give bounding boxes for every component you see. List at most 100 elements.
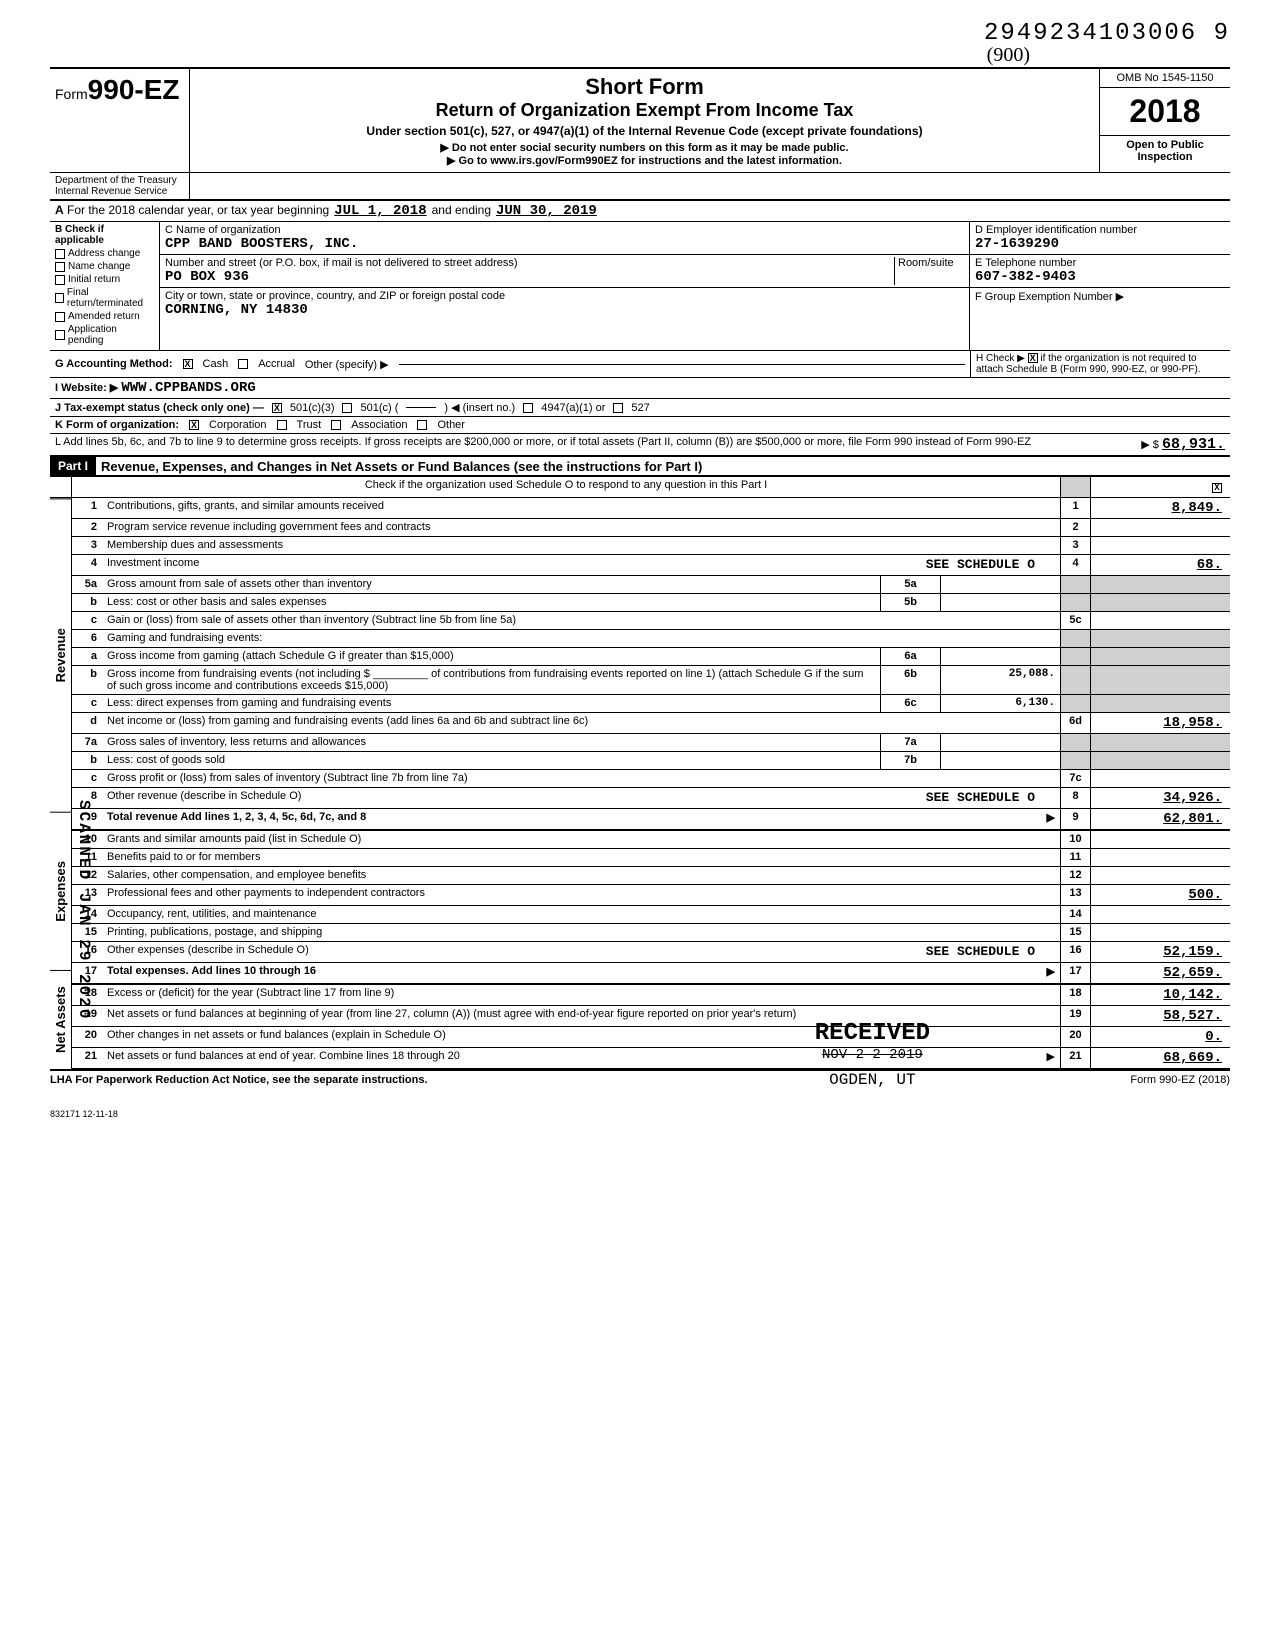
line-description: Total revenue Add lines 1, 2, 3, 4, 5c, … xyxy=(102,809,1060,829)
form-line-6: 6Gaming and fundraising events: xyxy=(72,630,1230,648)
line-value: 68. xyxy=(1090,555,1230,575)
form-line-d: dNet income or (loss) from gaming and fu… xyxy=(72,713,1230,734)
form-container: 2949234103006 9 (900) Form990-EZ Short F… xyxy=(50,20,1230,1119)
line-description: Grants and similar amounts paid (list in… xyxy=(102,831,1060,848)
tax-year-begin: JUL 1, 2018 xyxy=(329,203,431,219)
checkbox-accrual[interactable] xyxy=(238,359,248,369)
form-line-18: 18Excess or (deficit) for the year (Subt… xyxy=(72,985,1230,1006)
column-number: 7c xyxy=(1060,770,1090,787)
checkbox-pending[interactable] xyxy=(55,330,65,340)
column-number: 11 xyxy=(1060,849,1090,866)
form-header: Form990-EZ Short Form Return of Organiza… xyxy=(50,67,1230,173)
column-number: 16 xyxy=(1060,942,1090,962)
checkbox-schedule-o[interactable] xyxy=(1212,483,1222,493)
line-description: Benefits paid to or for members xyxy=(102,849,1060,866)
line-a-prefix: A xyxy=(55,203,64,219)
line-value: 62,801. xyxy=(1090,809,1230,829)
line-value-shaded xyxy=(1090,576,1230,593)
gross-receipts: 68,931. xyxy=(1162,436,1225,453)
checkbox-cash[interactable] xyxy=(183,359,193,369)
checkbox-name-change[interactable] xyxy=(55,262,65,272)
column-de: D Employer identification number 27-1639… xyxy=(970,222,1230,350)
sub-column-value xyxy=(940,648,1060,665)
line-h-text: H Check ▶ xyxy=(976,353,1025,364)
line-description: Gross amount from sale of assets other t… xyxy=(102,576,880,593)
checkbox-corporation[interactable] xyxy=(189,420,199,430)
sub-column-label: 6c xyxy=(880,695,940,712)
column-number: 19 xyxy=(1060,1006,1090,1026)
sub-column-value: 25,088. xyxy=(940,666,1060,694)
form-line-c: cGross profit or (loss) from sales of in… xyxy=(72,770,1230,788)
line-number: c xyxy=(72,695,102,712)
line-number: 5a xyxy=(72,576,102,593)
line-description: Membership dues and assessments xyxy=(102,537,1060,554)
footer-form: Form 990-EZ (2018) xyxy=(1130,1074,1230,1086)
sub-column-label: 5b xyxy=(880,594,940,611)
line-number: 7a xyxy=(72,734,102,751)
line-number: 21 xyxy=(72,1048,102,1068)
part-1-check: Check if the organization used Schedule … xyxy=(50,477,1230,498)
footer-code: 832171 12-11-18 xyxy=(50,1109,1230,1119)
line-description: Other expenses (describe in Schedule O) … xyxy=(102,942,1060,962)
checkbox-address-change[interactable] xyxy=(55,249,65,259)
checkbox-initial-return[interactable] xyxy=(55,275,65,285)
checkbox-other-org[interactable] xyxy=(417,420,427,430)
line-number: c xyxy=(72,612,102,629)
col-b-header: B Check if applicable xyxy=(55,224,154,246)
line-value: 18,958. xyxy=(1090,713,1230,733)
line-description: Net income or (loss) from gaming and fun… xyxy=(102,713,1060,733)
line-value xyxy=(1090,770,1230,787)
form-line-8: 8Other revenue (describe in Schedule O) … xyxy=(72,788,1230,809)
checkbox-association[interactable] xyxy=(331,420,341,430)
label-phone: E Telephone number xyxy=(975,257,1225,269)
column-number: 3 xyxy=(1060,537,1090,554)
checkbox-4947[interactable] xyxy=(523,403,533,413)
checkbox-501c3[interactable] xyxy=(272,403,282,413)
label-street: Number and street (or P.O. box, if mail … xyxy=(165,257,894,269)
checkbox-final-return[interactable] xyxy=(55,293,64,303)
column-c: C Name of organization CPP BAND BOOSTERS… xyxy=(160,222,970,350)
footer: LHA For Paperwork Reduction Act Notice, … xyxy=(50,1069,1230,1089)
label-website: I Website: ▶ xyxy=(55,382,118,394)
line-value: 52,659. xyxy=(1090,963,1230,983)
line-value xyxy=(1090,924,1230,941)
form-line-5a: 5aGross amount from sale of assets other… xyxy=(72,576,1230,594)
line-l: L Add lines 5b, 6c, and 7b to line 9 to … xyxy=(50,434,1230,457)
form-line-7a: 7aGross sales of inventory, less returns… xyxy=(72,734,1230,752)
label-group-exemption: F Group Exemption Number ▶ xyxy=(975,290,1225,303)
checkbox-527[interactable] xyxy=(613,403,623,413)
line-description: Less: direct expenses from gaming and fu… xyxy=(102,695,880,712)
dept-2: Internal Revenue Service xyxy=(55,186,184,197)
label-revenue: Revenue xyxy=(50,498,71,812)
column-number-shaded xyxy=(1060,630,1090,647)
sub-column-label: 6a xyxy=(880,648,940,665)
line-description: Contributions, gifts, grants, and simila… xyxy=(102,498,1060,518)
line-number: c xyxy=(72,770,102,787)
received-stamp-group: RECEIVED NOV 2 2 2019 OGDEN, UT xyxy=(815,1020,930,1089)
form-line-3: 3Membership dues and assessments3 xyxy=(72,537,1230,555)
label-accounting: G Accounting Method: xyxy=(55,358,173,370)
column-number-shaded xyxy=(1060,594,1090,611)
label-expenses: Expenses xyxy=(50,812,71,970)
sub-column-label: 5a xyxy=(880,576,940,593)
checkbox-501c[interactable] xyxy=(342,403,352,413)
line-value: 68,669. xyxy=(1090,1048,1230,1068)
checkbox-schedule-b[interactable] xyxy=(1028,353,1038,363)
line-value xyxy=(1090,867,1230,884)
line-value: 34,926. xyxy=(1090,788,1230,808)
column-number: 12 xyxy=(1060,867,1090,884)
line-description: Total expenses. Add lines 10 through 16 … xyxy=(102,963,1060,983)
ein: 27-1639290 xyxy=(975,236,1225,252)
line-description: Printing, publications, postage, and shi… xyxy=(102,924,1060,941)
label-org-name: C Name of organization xyxy=(165,224,964,236)
line-value xyxy=(1090,849,1230,866)
line-description: Professional fees and other payments to … xyxy=(102,885,1060,905)
line-number: b xyxy=(72,666,102,694)
form-line-a: aGross income from gaming (attach Schedu… xyxy=(72,648,1230,666)
checkbox-trust[interactable] xyxy=(277,420,287,430)
line-description: Less: cost or other basis and sales expe… xyxy=(102,594,880,611)
sub-column-value xyxy=(940,576,1060,593)
instruction-1: ▶ Do not enter social security numbers o… xyxy=(200,141,1089,154)
part-1-title: Revenue, Expenses, and Changes in Net As… xyxy=(96,459,702,474)
checkbox-amended[interactable] xyxy=(55,312,65,322)
